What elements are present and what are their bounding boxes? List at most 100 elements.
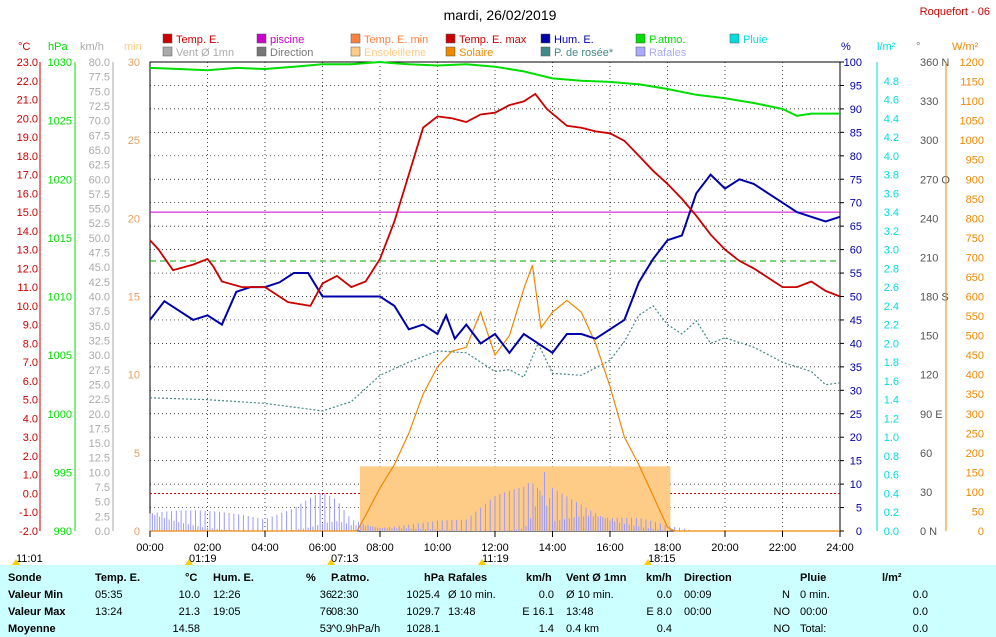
- wind-tick: 40.0: [89, 292, 110, 304]
- pressure-tick: 1000: [48, 409, 72, 421]
- temp-tick: 7.0: [23, 357, 38, 369]
- station-name: Roquefort - 06: [920, 6, 990, 18]
- wind-tick: 12.5: [89, 453, 110, 465]
- table-cell: 1025.4: [406, 589, 440, 601]
- table-cell: Ø 10 min.: [566, 589, 614, 601]
- table-row-label: Valeur Min: [8, 589, 64, 601]
- x-tick-label: 24:00: [826, 542, 854, 554]
- humidity-tick: 15: [850, 456, 862, 468]
- dewpoint-line: [149, 305, 841, 412]
- wind-tick: 10.0: [89, 467, 110, 479]
- temp-tick: 18.0: [17, 151, 38, 163]
- temp-tick: -2.0: [19, 526, 38, 538]
- rain-tick: 0.2: [884, 507, 899, 519]
- humidity-tick: 90: [850, 104, 862, 116]
- wind-tick: 32.5: [89, 335, 110, 347]
- table-header: Rafales: [448, 572, 488, 584]
- minutes-tick: 20: [128, 213, 140, 225]
- wind-tick: 50.0: [89, 233, 110, 245]
- humidity-tick: 25: [850, 409, 862, 421]
- x-axis: 00:00 02:00 04:00 06:00 08:00 10:00 12:00 14:00…: [12, 531, 854, 565]
- direction-tick: 210: [920, 252, 938, 264]
- x-tick-label: 10:00: [424, 542, 452, 554]
- temp-tick: 17.0: [17, 170, 38, 182]
- table-cell: 36: [319, 589, 332, 601]
- solar-tick: 400: [966, 370, 984, 382]
- event-label: 18:15: [648, 553, 676, 565]
- table-cell: 0.4 km: [566, 623, 600, 635]
- table-cell: 76: [319, 606, 332, 618]
- sun-icon: [12, 559, 20, 565]
- solar-tick: 1200: [960, 57, 984, 69]
- solar-tick: 900: [966, 174, 984, 186]
- table-cell: 13:48: [566, 606, 594, 618]
- rain-tick: 1.6: [884, 376, 899, 388]
- humidity-tick: 45: [850, 315, 862, 327]
- legend-swatch: [350, 46, 361, 57]
- solar-tick: 600: [966, 292, 984, 304]
- wind-tick: 25.0: [89, 379, 110, 391]
- wind-tick: 27.5: [89, 365, 110, 377]
- event-label: 11:19: [482, 553, 509, 565]
- solar-tick: 550: [966, 311, 984, 323]
- x-tick-label: 12:00: [481, 542, 509, 554]
- pressure-tick: 1025: [48, 116, 72, 128]
- solar-tick: 500: [966, 331, 984, 343]
- table-cell: ^0.9hPa/h: [331, 623, 381, 635]
- x-tick-label: 22:00: [769, 542, 797, 554]
- table-cell: 0.0: [538, 589, 554, 601]
- humidity-tick: 20: [850, 432, 862, 444]
- table-cell: 00:00: [684, 606, 712, 618]
- sunshine-band: [359, 466, 671, 531]
- solar-tick: 50: [972, 506, 984, 518]
- temp-tick: 6.0: [23, 376, 38, 388]
- event-label: 11:01: [16, 553, 43, 565]
- humidity-tick: 85: [850, 127, 862, 139]
- table-row-label: Valeur Max: [8, 606, 66, 618]
- legend-swatch: [635, 33, 646, 44]
- legend-label: Ensoleilleme: [364, 47, 426, 59]
- rain-tick: 1.2: [884, 413, 899, 425]
- temp-tick: 9.0: [23, 320, 38, 332]
- table-cell: 12:26: [213, 589, 241, 601]
- rain-tick: 3.8: [884, 170, 899, 182]
- rain-tick: 1.8: [884, 357, 899, 369]
- wind-tick: 80.0: [89, 57, 110, 69]
- legend-label: Temp. E. max: [459, 34, 527, 46]
- humidity-tick: 70: [850, 198, 862, 210]
- temp-axis-unit: °C: [18, 41, 30, 53]
- wind-tick: 30.0: [89, 350, 110, 362]
- legend-swatch: [162, 33, 173, 44]
- table-cell: 0.0: [912, 623, 928, 635]
- table-header: Direction: [684, 572, 732, 584]
- temp-tick: 1.0: [23, 470, 38, 482]
- chart-title: mardi, 26/02/2019: [444, 7, 557, 23]
- x-tick-label: 18:00: [654, 542, 682, 554]
- humidity-tick: 30: [850, 385, 862, 397]
- table-cell: 0.0: [656, 589, 672, 601]
- rain-tick: 0.6: [884, 470, 899, 482]
- solar-tick: 100: [966, 487, 984, 499]
- summary-table: Sonde Temp. E. °C Hum. E.% P.atmo. hPa Rafales…: [0, 565, 996, 637]
- legend-swatch: [256, 46, 267, 57]
- temp-tick: 13.0: [17, 245, 38, 257]
- axes: 23.0 22.0 21.0 20.0 19.0 18.0 17.0 16.0 15.0 14.0…: [17, 57, 984, 538]
- table-cell: NO: [773, 623, 791, 635]
- wind-tick: 37.5: [89, 306, 110, 318]
- direction-tick: 60: [920, 448, 932, 460]
- solar-axis-unit: W/m²: [952, 41, 979, 53]
- table-cell: 21.3: [178, 606, 200, 618]
- temp-tick: 10.0: [17, 301, 38, 313]
- wind-tick: 20.0: [89, 409, 110, 421]
- wind-tick: 67.5: [89, 130, 110, 142]
- temp-tick: 16.0: [17, 188, 38, 200]
- table-header: Hum. E.: [213, 572, 254, 584]
- table-header: °C: [185, 572, 198, 584]
- table-cell: E 16.1: [522, 606, 554, 618]
- wind-tick: 57.5: [89, 189, 110, 201]
- table-header: Sonde: [8, 572, 42, 584]
- pressure-tick: 1010: [48, 292, 72, 304]
- minutes-tick: 30: [128, 57, 140, 69]
- legend-swatch: [729, 33, 740, 44]
- legend-label: Direction: [270, 47, 313, 59]
